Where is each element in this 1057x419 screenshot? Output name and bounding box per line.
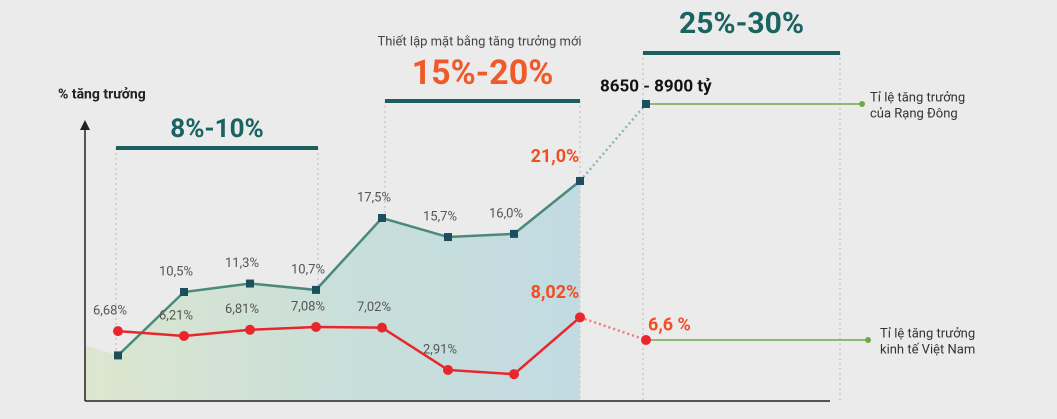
projection-line (579, 316, 647, 342)
value-label: 6,68% (93, 304, 127, 319)
value-label: 10,5% (159, 264, 193, 279)
value-label: 21,0% (531, 146, 580, 167)
legend-label: của Rạng Đông (870, 106, 958, 121)
point (576, 177, 584, 186)
value-label: 6,81% (225, 302, 259, 317)
value-label: 7,08% (291, 299, 325, 314)
point (179, 330, 189, 341)
value-label: 7,02% (357, 300, 391, 315)
band-label: 25%-30% (679, 6, 804, 41)
value-label: 2,91% (423, 342, 457, 357)
point (246, 279, 254, 288)
legend-label: Tỉ lệ tăng trưởng (870, 90, 965, 105)
axis-arrow (80, 120, 90, 130)
point (113, 326, 123, 337)
point (114, 351, 122, 360)
background-layer (85, 53, 841, 400)
series-line (117, 180, 581, 357)
target-marker (642, 100, 650, 108)
area (85, 181, 580, 400)
legend-dot (859, 101, 865, 107)
target-label: 8650 - 8900 tỷ (600, 76, 712, 96)
band-label: 15%-20% (412, 53, 554, 93)
projection-line (579, 103, 647, 182)
point (509, 369, 519, 380)
value-label: 8,02% (531, 282, 580, 303)
value-label: 16,0% (489, 206, 523, 221)
point (444, 233, 452, 242)
band-subtitle: Thiết lập mặt bằng tăng trưởng mới (377, 34, 581, 49)
point (245, 324, 255, 335)
legend-dot (865, 336, 871, 343)
target-marker (641, 334, 651, 345)
target-label: 6,6 % (648, 315, 691, 336)
legend-label: Tỉ lệ tăng trưởng (880, 326, 975, 341)
point (312, 285, 320, 294)
legend-label: kinh tế Việt Nam (880, 342, 975, 357)
value-label: 6,21% (159, 308, 193, 323)
band-label: 8%-10% (170, 114, 263, 144)
point (311, 322, 321, 332)
value-label: 17,5% (357, 190, 391, 205)
value-label: 15,7% (423, 209, 457, 224)
point (443, 364, 453, 375)
point (510, 229, 518, 238)
point (180, 288, 188, 296)
point (378, 214, 386, 223)
y-axis-label: % tăng trưởng (58, 87, 146, 103)
point (377, 322, 387, 333)
series-line (117, 316, 581, 376)
value-label: 11,3% (225, 256, 259, 271)
value-label: 10,7% (291, 262, 325, 277)
point (575, 312, 585, 323)
